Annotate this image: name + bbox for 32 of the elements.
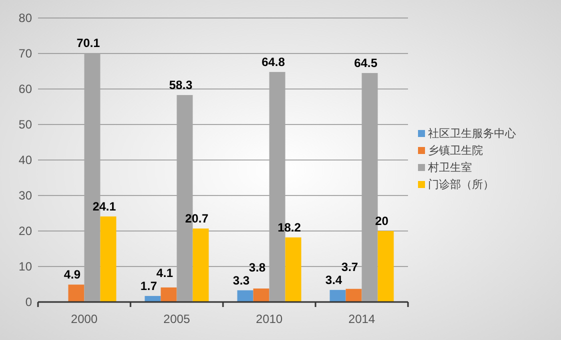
y-tick-label: 50 bbox=[18, 118, 32, 132]
legend-label: 门诊部（所） bbox=[428, 178, 494, 191]
data-label: 24.1 bbox=[92, 199, 116, 214]
y-tick-label: 10 bbox=[18, 260, 32, 274]
legend-label: 村卫生室 bbox=[427, 161, 472, 174]
data-label: 64.8 bbox=[262, 54, 286, 69]
data-label: 3.8 bbox=[248, 260, 266, 274]
data-label: 70.1 bbox=[76, 36, 100, 50]
x-tick-label: 2010 bbox=[256, 312, 283, 326]
data-label: 20.7 bbox=[185, 212, 209, 226]
x-tick-label: 2005 bbox=[163, 312, 190, 326]
data-label: 3.4 bbox=[325, 272, 342, 287]
data-label: 4.9 bbox=[64, 268, 81, 282]
y-tick-label: 60 bbox=[18, 82, 32, 96]
data-label: 1.7 bbox=[140, 278, 158, 293]
data-label: 3.3 bbox=[232, 273, 250, 288]
data-label: 4.1 bbox=[156, 266, 174, 280]
y-tick-label: 40 bbox=[18, 153, 32, 167]
y-tick-label: 0 bbox=[25, 295, 32, 309]
y-tick-label: 30 bbox=[18, 188, 32, 202]
y-tick-label: 70 bbox=[18, 46, 32, 60]
y-tick-label: 20 bbox=[18, 224, 32, 238]
legend-label: 乡镇卫生院 bbox=[428, 144, 483, 157]
data-label: 20 bbox=[375, 214, 389, 228]
y-tick-label: 80 bbox=[18, 11, 32, 25]
data-label: 64.5 bbox=[354, 56, 378, 70]
data-label: 3.7 bbox=[341, 260, 358, 274]
x-tick-label: 2014 bbox=[348, 312, 376, 326]
data-label: 18.2 bbox=[278, 220, 302, 234]
legend-label: 社区卫生服务中心 bbox=[428, 127, 516, 140]
data-label: 58.3 bbox=[169, 78, 193, 92]
x-tick-label: 2000 bbox=[70, 312, 98, 326]
